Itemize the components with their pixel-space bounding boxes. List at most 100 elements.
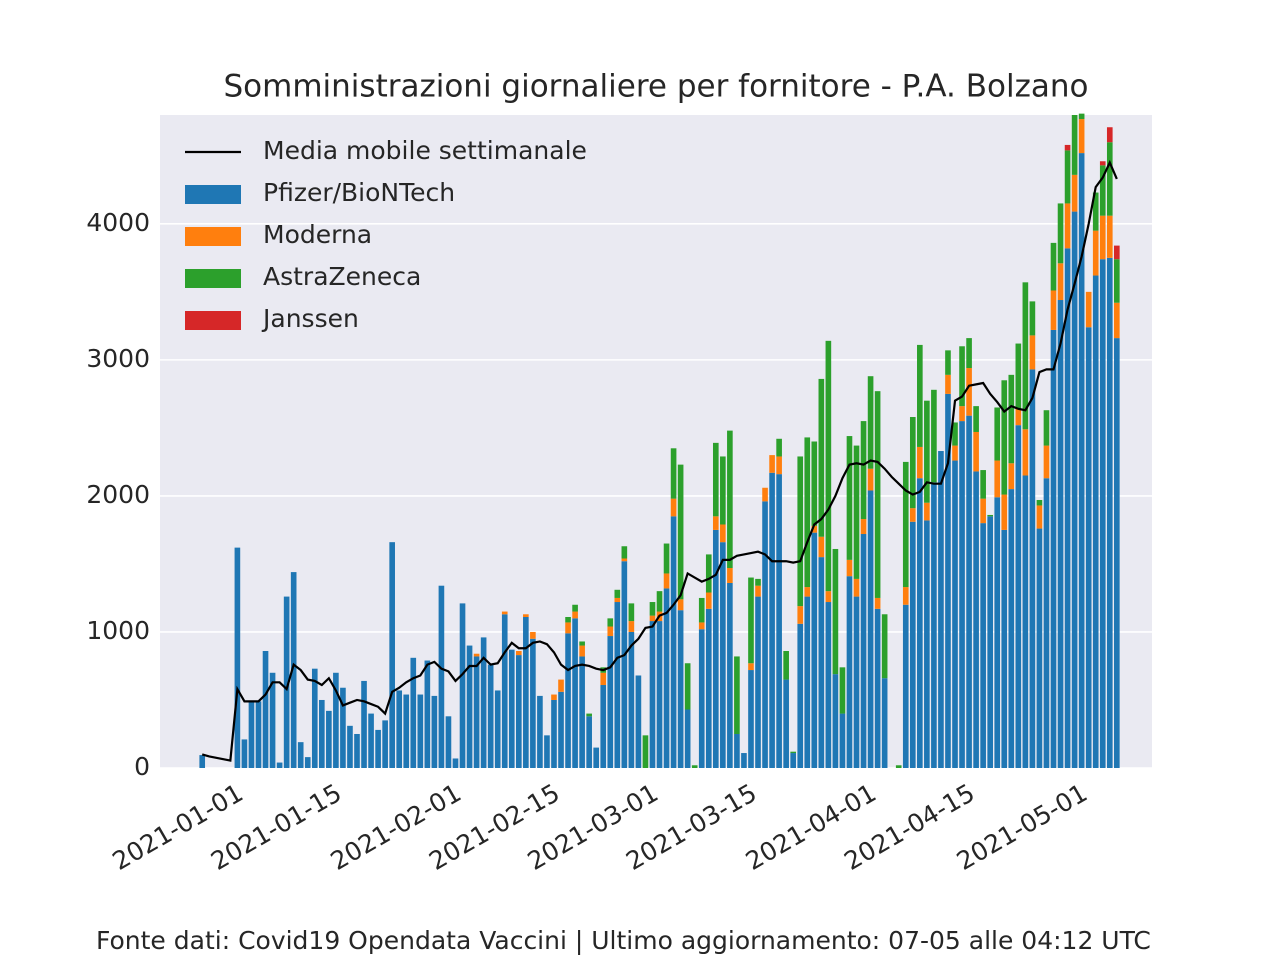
bar: [1008, 463, 1015, 490]
bar: [621, 546, 628, 559]
bar: [354, 733, 360, 768]
bar: [776, 456, 782, 475]
bar: [586, 716, 592, 768]
bar: [945, 374, 951, 394]
bar: [1099, 259, 1106, 768]
bar: [1064, 150, 1071, 204]
bar: [902, 587, 909, 605]
bar: [649, 615, 656, 622]
bar: [980, 498, 986, 524]
bar: [656, 591, 663, 612]
bar: [530, 631, 536, 639]
bar: [959, 421, 965, 768]
bar: [853, 578, 860, 597]
bar: [1092, 275, 1099, 768]
y-tick-label: 3000: [86, 344, 150, 373]
bar: [684, 663, 691, 710]
bar: [361, 680, 367, 768]
bar: [501, 614, 508, 768]
bar: [1092, 192, 1099, 231]
bar: [607, 636, 614, 768]
bar: [698, 622, 705, 630]
bar: [1029, 301, 1036, 336]
bar: [825, 340, 832, 592]
bar: [867, 490, 874, 768]
bar: [804, 587, 811, 597]
bar: [290, 572, 297, 768]
bar: [368, 713, 374, 768]
bar: [952, 422, 958, 446]
bar: [635, 675, 642, 768]
bar: [909, 521, 916, 768]
bar: [987, 514, 993, 517]
bar: [917, 446, 923, 479]
bar: [551, 694, 557, 700]
bar: [741, 753, 747, 768]
bar: [1106, 257, 1113, 768]
bar: [874, 608, 881, 768]
bar: [762, 501, 768, 768]
bar: [438, 585, 445, 768]
legend-swatch: [185, 269, 241, 288]
bar: [1099, 165, 1106, 216]
bar: [790, 751, 797, 754]
bar: [734, 733, 740, 768]
bar: [1114, 259, 1120, 303]
bar: [1036, 528, 1043, 768]
bar: [994, 497, 1001, 768]
bar: [797, 623, 804, 768]
legend-label: Janssen: [261, 304, 359, 333]
bar: [1078, 153, 1085, 768]
bar: [1015, 343, 1022, 409]
bar: [748, 663, 754, 671]
bar: [917, 344, 923, 447]
bar: [1036, 505, 1043, 529]
bar: [966, 415, 972, 768]
bar: [712, 529, 719, 768]
bar: [628, 621, 635, 632]
bar: [283, 596, 290, 768]
bar: [1029, 335, 1036, 370]
bar: [959, 406, 965, 422]
bar: [691, 765, 698, 768]
bar: [1022, 475, 1029, 768]
bar: [853, 445, 860, 579]
bar: [466, 645, 473, 768]
bar: [1085, 327, 1092, 768]
bar: [452, 758, 459, 768]
bar: [818, 378, 825, 537]
bar: [712, 442, 719, 517]
bar: [825, 591, 832, 603]
bar: [832, 548, 839, 675]
legend-label: AstraZeneca: [263, 262, 421, 291]
bar: [515, 651, 522, 656]
bar: [712, 516, 719, 530]
bar: [902, 604, 909, 768]
bar: [663, 588, 670, 768]
bar: [783, 651, 789, 680]
bar: [755, 578, 761, 586]
bar: [628, 631, 635, 768]
bar: [755, 585, 761, 597]
bar: [811, 525, 818, 533]
bar: [980, 470, 986, 499]
bar: [769, 472, 775, 768]
bar: [762, 487, 768, 502]
bar: [1106, 142, 1113, 216]
bar: [565, 622, 571, 634]
bar: [642, 735, 649, 768]
bar: [297, 742, 304, 768]
bar: [874, 391, 881, 598]
bar: [1043, 478, 1050, 768]
bar: [340, 687, 346, 768]
bar: [1114, 245, 1120, 260]
bar: [600, 685, 607, 768]
bar: [1064, 203, 1071, 249]
y-tick-label: 0: [134, 752, 150, 781]
bar: [614, 602, 621, 768]
bar: [698, 597, 705, 623]
bar: [720, 456, 726, 525]
bar: [769, 455, 775, 473]
bar: [776, 474, 782, 768]
bar: [846, 559, 853, 577]
